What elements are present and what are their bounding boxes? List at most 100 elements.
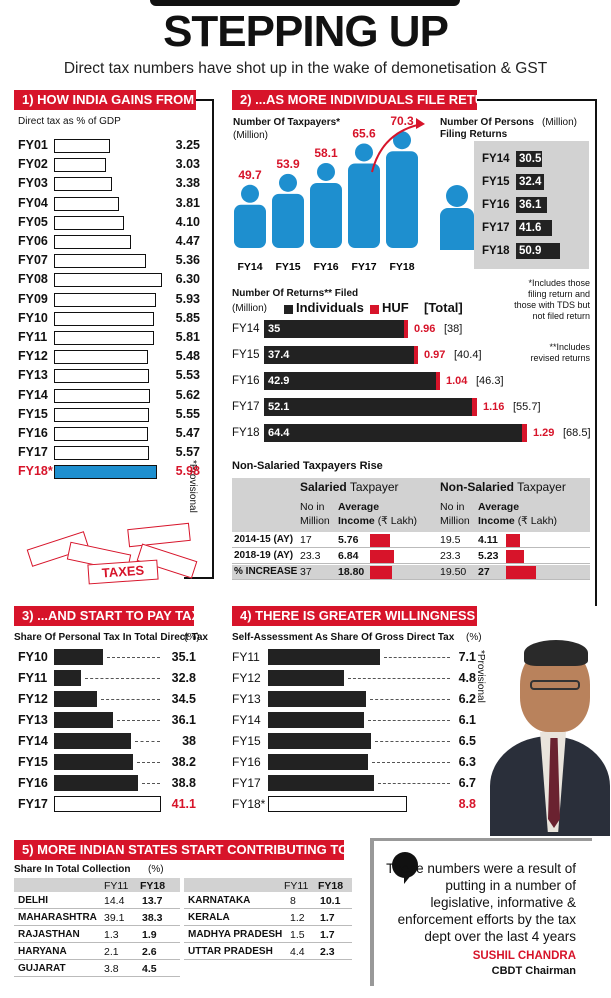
nonsal-row-label: 2014-15 (AY) xyxy=(234,534,294,545)
gdp-category-label: FY05 xyxy=(18,214,48,229)
taxpayer-value-label: 70.3 xyxy=(390,114,414,128)
gdp-value-label: 5.98 xyxy=(175,464,200,479)
persons-value-label: 41.6 xyxy=(519,222,542,234)
states-right-rule xyxy=(184,959,352,960)
state-name: DELHI xyxy=(18,895,48,906)
self-assess-value-label: 4.8 xyxy=(458,671,476,685)
section4-axis-label: Self-Assessment As Share Of Gross Direct… xyxy=(232,632,455,643)
taxpayer-value-label: 49.7 xyxy=(238,168,262,182)
self-assess-bar xyxy=(268,691,366,707)
quote-text: These numbers were a result of putting i… xyxy=(386,861,576,944)
taxpayer-category-label: FY17 xyxy=(351,261,376,272)
self-assess-category-label: FY16 xyxy=(232,755,261,769)
nonsal-sal-mark xyxy=(370,550,394,563)
nonsal-row-bg xyxy=(232,549,590,564)
returns-total-label: [68.5] xyxy=(563,427,591,439)
returns-total-label: [46.3] xyxy=(476,375,504,387)
persons-bar xyxy=(516,151,542,167)
personal-tax-value-label: 38 xyxy=(182,734,196,748)
personal-tax-leader xyxy=(117,720,160,721)
portrait xyxy=(490,606,610,836)
state-fy18: 2.3 xyxy=(320,946,335,958)
returns-category-label: FY15 xyxy=(232,349,260,361)
state-fy18: 13.7 xyxy=(142,895,163,907)
nonsal-non-mark xyxy=(506,534,520,547)
returns-individuals-bar xyxy=(264,372,436,390)
nonsal-head-bold: Non-Salaried xyxy=(440,480,515,494)
section3-heading: 3) ...AND START TO PAY TAXES xyxy=(14,606,218,626)
section2-heading: 2) ...AS MORE INDIVIDUALS FILE RETURNS xyxy=(232,90,512,110)
nonsal-sal-avg: 5.76 xyxy=(338,534,359,546)
returns-total-label: [40.4] xyxy=(454,349,482,361)
returns-category-label: FY18 xyxy=(232,427,260,439)
returns-category-label: FY17 xyxy=(232,401,260,413)
self-assess-bar xyxy=(268,796,407,812)
legend-individuals-swatch xyxy=(284,305,293,314)
returns-total-label: [55.7] xyxy=(513,401,541,413)
personal-tax-category-label: FY16 xyxy=(18,776,48,790)
gdp-category-label: FY17 xyxy=(18,445,48,460)
nonsal-sal-mark xyxy=(370,566,392,579)
taxpayer-value-label: 58.1 xyxy=(314,146,338,160)
returns-huf-bar xyxy=(436,372,440,390)
gdp-category-label: FY10 xyxy=(18,310,48,325)
personal-tax-bar xyxy=(54,691,97,707)
legend-individuals: Individuals xyxy=(296,300,364,315)
state-fy18: 1.9 xyxy=(142,929,157,941)
self-assess-value-label: 6.2 xyxy=(458,692,476,706)
taxpayer-value-label: 65.6 xyxy=(352,126,376,140)
states-left-rule xyxy=(14,925,180,926)
state-fy11: 1.2 xyxy=(290,912,305,924)
personal-tax-leader xyxy=(142,783,160,784)
portrait-hair xyxy=(524,640,588,666)
nonsal-row-label: % INCREASE xyxy=(234,566,298,577)
returns-huf-bar xyxy=(404,320,408,338)
quote-icon xyxy=(392,852,418,878)
gdp-bar xyxy=(54,465,157,480)
gdp-category-label: FY03 xyxy=(18,176,48,191)
section3-unit: (%) xyxy=(184,632,200,643)
section4-heading: 4) THERE IS GREATER WILLINGNESS TO PAY xyxy=(232,606,525,626)
state-fy11: 3.8 xyxy=(104,963,119,975)
personal-tax-bar xyxy=(54,670,81,686)
taxpayer-person-head xyxy=(241,184,259,203)
nonsal-non-avg: 5.23 xyxy=(478,550,499,562)
self-assess-category-label: FY17 xyxy=(232,776,261,790)
gdp-bar xyxy=(54,177,112,192)
self-assess-bar xyxy=(268,670,344,686)
self-assess-category-label: FY15 xyxy=(232,734,261,748)
quote-icon-tail xyxy=(404,874,412,884)
self-assess-value-label: 6.3 xyxy=(458,755,476,769)
taxpayer-person-body xyxy=(272,193,304,248)
nonsal-sal-avg: 18.80 xyxy=(338,566,365,578)
self-assess-bar xyxy=(268,775,374,791)
persons-value-label: 36.1 xyxy=(519,199,542,211)
taxpayer-person-body xyxy=(348,163,380,248)
state-name: MAHARASHTRA xyxy=(18,912,97,923)
personal-tax-leader xyxy=(137,762,160,763)
section2-frame-right xyxy=(595,99,597,619)
self-assess-bar xyxy=(268,754,368,770)
nonsal-col-avg: Average Income (₹ Lakh) xyxy=(478,500,557,528)
nonsal-sal-avg: 6.84 xyxy=(338,550,359,562)
legend-huf-swatch xyxy=(370,305,379,314)
persons-label: Number Of Persons xyxy=(440,117,534,128)
nonsal-col-avg-1: Average xyxy=(478,501,520,513)
gdp-value-label: 5.36 xyxy=(175,253,200,268)
gdp-category-label: FY18* xyxy=(18,464,53,479)
self-assess-value-label: 7.1 xyxy=(458,650,476,664)
gdp-category-label: FY15 xyxy=(18,406,48,421)
gdp-bar xyxy=(54,158,106,173)
gdp-value-label: 4.10 xyxy=(175,214,200,229)
taxpayers-label: Number Of Taxpayers* xyxy=(233,117,341,128)
gdp-bar xyxy=(54,196,119,211)
returns-individuals-label: 37.4 xyxy=(268,349,290,361)
states-right-col-b: FY18 xyxy=(318,880,344,892)
returns-individuals-bar xyxy=(264,320,404,338)
persons-category-label: FY18 xyxy=(482,245,510,257)
returns-huf-label: 0.97 xyxy=(424,349,446,361)
gdp-category-label: FY02 xyxy=(18,157,48,172)
state-fy11: 8 xyxy=(290,895,296,907)
page-title: STEPPING UP xyxy=(163,7,449,56)
self-assess-leader xyxy=(375,741,450,742)
